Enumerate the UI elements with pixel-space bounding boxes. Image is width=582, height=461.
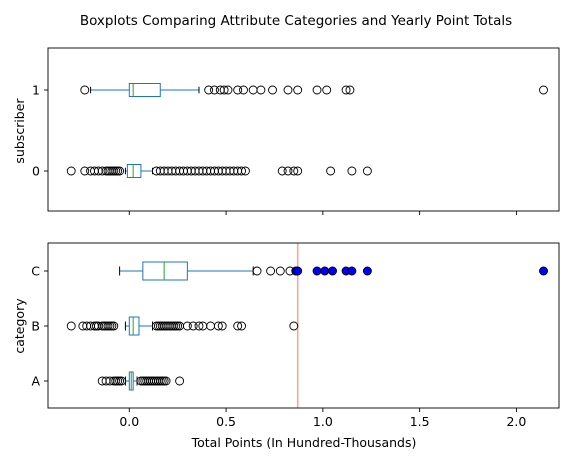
x-tick-label: 0.5 bbox=[216, 414, 236, 429]
y-tick-label: A bbox=[31, 374, 40, 389]
outlier-point bbox=[277, 166, 287, 176]
outlier-point bbox=[223, 85, 233, 95]
outlier-point bbox=[219, 85, 229, 95]
outlier-point bbox=[293, 166, 303, 176]
y-tick-label: 0 bbox=[32, 164, 40, 179]
outlier-point bbox=[341, 85, 351, 95]
outlier-point bbox=[268, 85, 277, 95]
outlier-point bbox=[206, 321, 216, 331]
outlier-point bbox=[312, 85, 322, 95]
outlier-point bbox=[233, 321, 243, 331]
outlier-point bbox=[326, 166, 336, 176]
x-tick-label: 0.0 bbox=[119, 414, 139, 429]
outlier-point bbox=[283, 85, 293, 95]
outlier-point bbox=[293, 85, 303, 95]
box-iqr bbox=[128, 83, 161, 97]
y-tick-label: C bbox=[31, 264, 40, 279]
highlighted-point bbox=[347, 266, 357, 276]
outlier-point bbox=[161, 376, 171, 386]
outlier-point bbox=[175, 376, 185, 386]
outlier-point bbox=[539, 85, 548, 95]
y-tick-label: B bbox=[31, 319, 40, 334]
y-tick-label: 1 bbox=[32, 83, 40, 98]
chart-title: Boxplots Comparing Attribute Categories … bbox=[80, 13, 512, 29]
outlier-point bbox=[80, 166, 90, 176]
x-axis-label: Total Points (In Hundred-Thousands) bbox=[191, 435, 417, 450]
outlier-point bbox=[109, 321, 119, 331]
outlier-point bbox=[210, 85, 219, 95]
outlier-point bbox=[237, 166, 247, 176]
outlier-point bbox=[275, 266, 285, 276]
outlier-point bbox=[347, 166, 357, 176]
outlier-point bbox=[322, 85, 332, 95]
box-iqr bbox=[142, 261, 188, 281]
panel-frame bbox=[47, 47, 560, 212]
outlier-point bbox=[182, 321, 192, 331]
highlighted-point bbox=[320, 266, 330, 276]
outlier-point bbox=[240, 166, 250, 176]
panel-frame bbox=[47, 242, 560, 409]
category-axis-label: category bbox=[12, 298, 27, 354]
outlier-point bbox=[66, 166, 76, 176]
outlier-point bbox=[80, 85, 90, 95]
outlier-point bbox=[233, 85, 243, 95]
outlier-point bbox=[266, 266, 276, 276]
highlighted-point bbox=[362, 266, 372, 276]
x-tick-label: 1.5 bbox=[410, 414, 430, 429]
outlier-point bbox=[283, 166, 293, 176]
highlighted-point bbox=[328, 266, 337, 276]
outlier-point bbox=[188, 321, 198, 331]
outlier-point bbox=[289, 166, 299, 176]
highlighted-point bbox=[312, 266, 322, 276]
outlier-point bbox=[252, 266, 262, 276]
subscriber-axis-label: subscriber bbox=[12, 98, 27, 164]
outlier-point bbox=[115, 166, 125, 176]
outlier-point bbox=[256, 85, 266, 95]
outlier-point bbox=[217, 321, 227, 331]
outlier-point bbox=[204, 85, 214, 95]
highlighted-point bbox=[539, 266, 548, 276]
box-iqr bbox=[126, 164, 142, 178]
outlier-point bbox=[239, 85, 248, 95]
outlier-point bbox=[194, 321, 204, 331]
outlier-point bbox=[237, 321, 247, 331]
outlier-point bbox=[362, 166, 372, 176]
outlier-point bbox=[345, 85, 355, 95]
x-tick-label: 2.0 bbox=[506, 414, 526, 429]
outlier-point bbox=[213, 321, 223, 331]
outlier-point bbox=[289, 321, 299, 331]
highlighted-point bbox=[293, 266, 303, 276]
outlier-point bbox=[117, 376, 127, 386]
x-tick-label: 1.0 bbox=[313, 414, 333, 429]
outlier-point bbox=[248, 85, 258, 95]
plot-layer: 0 1 A B C 0.0 0.5 1.0 1.5 2.0 bbox=[31, 47, 560, 429]
box-iqr bbox=[128, 316, 140, 336]
outlier-point bbox=[66, 321, 76, 331]
